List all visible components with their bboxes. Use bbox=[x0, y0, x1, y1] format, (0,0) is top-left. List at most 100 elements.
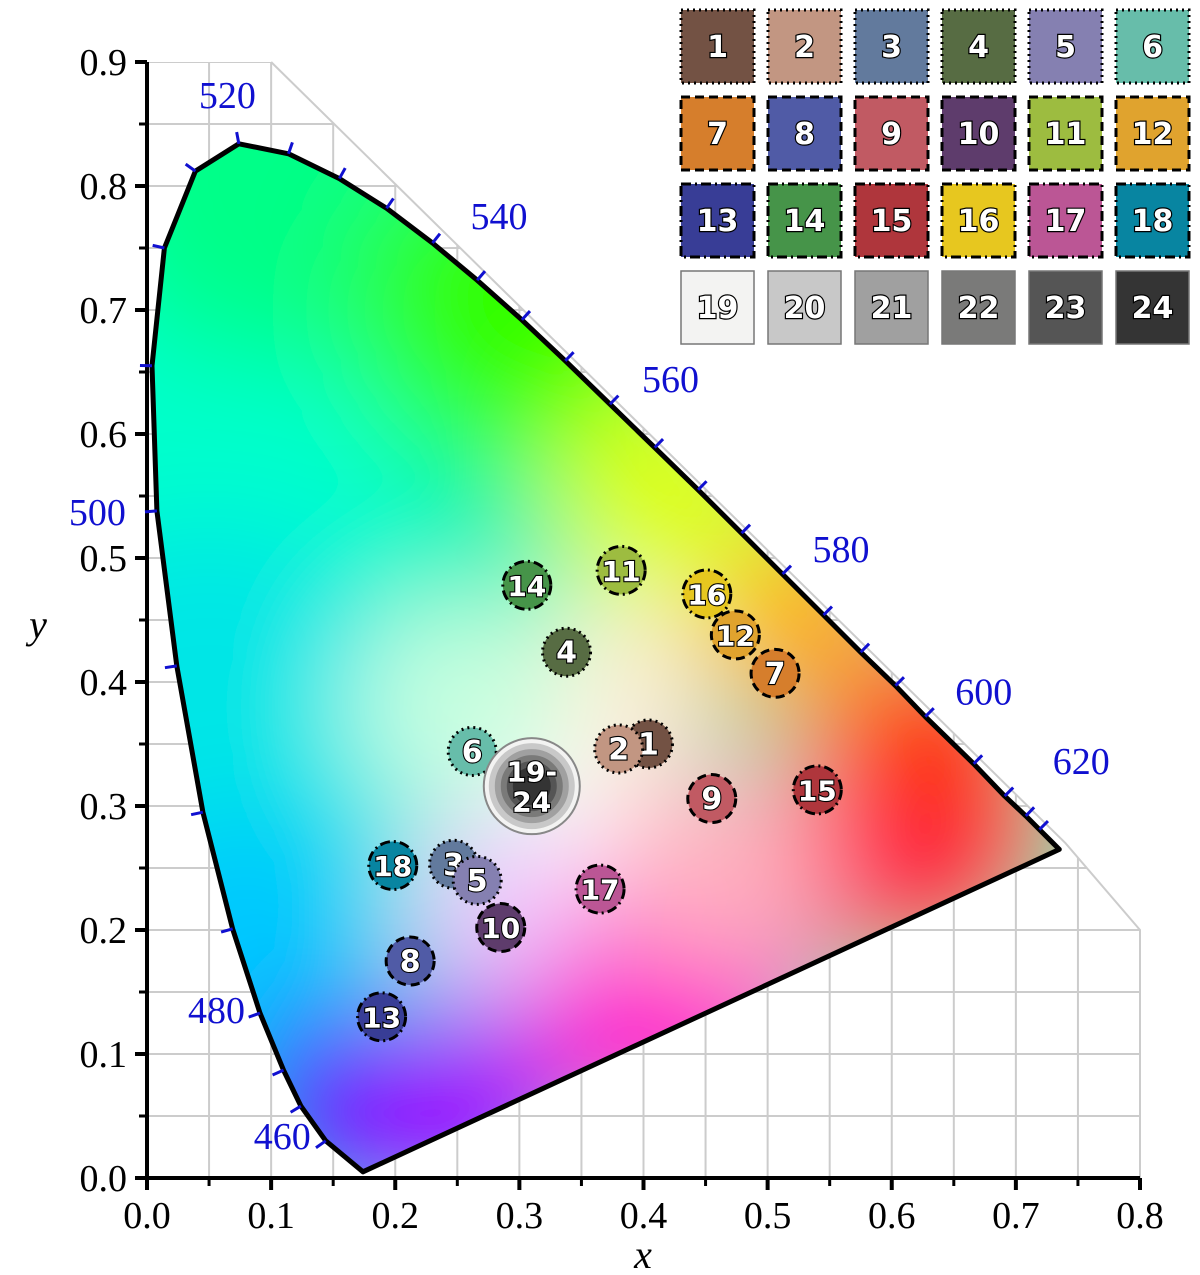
wavelength-tick bbox=[289, 1104, 302, 1114]
swatch: 24 bbox=[1115, 270, 1190, 345]
point-marker bbox=[367, 840, 419, 892]
data-point: 14 bbox=[501, 559, 553, 611]
swatch-label: 21 bbox=[871, 291, 913, 326]
data-point: 2 bbox=[593, 723, 645, 775]
swatch-label: 3 bbox=[881, 30, 902, 65]
data-point: 18 bbox=[367, 840, 419, 892]
swatch: 10 bbox=[940, 95, 1017, 172]
swatch-label: 1 bbox=[707, 30, 728, 65]
wavelength-tick bbox=[740, 523, 752, 535]
swatch: 21 bbox=[854, 270, 929, 345]
swatch: 2 bbox=[766, 8, 843, 85]
swatch-box bbox=[940, 8, 1017, 85]
wavelength-tick bbox=[894, 676, 906, 687]
point-marker bbox=[475, 902, 527, 954]
x-tick-label: 0.7 bbox=[992, 1195, 1040, 1237]
point-label: 16 bbox=[687, 578, 726, 611]
swatch-label: 23 bbox=[1045, 291, 1087, 326]
swatch-box bbox=[1028, 270, 1103, 345]
swatch-label: 2 bbox=[794, 30, 815, 65]
swatch: 5 bbox=[1027, 8, 1104, 85]
swatch: 17 bbox=[1027, 182, 1104, 259]
swatch: 18 bbox=[1114, 182, 1191, 259]
point-label: 12 bbox=[716, 619, 755, 652]
swatch-box bbox=[680, 270, 755, 345]
x-tick-label: 0.1 bbox=[247, 1195, 295, 1237]
point-marker bbox=[446, 725, 498, 777]
wavelength-label: 480 bbox=[188, 990, 245, 1032]
swatch-label: 6 bbox=[1142, 30, 1163, 65]
point-marker bbox=[709, 609, 761, 661]
x-axis-title: x bbox=[633, 1232, 652, 1275]
axes: 0.0 0.1 0.2 0.3 0.4 0.5 0.6 0.7 0.8 0.0 0.1 0.2 0.3 0… bbox=[25, 42, 1164, 1275]
swatch-label: 7 bbox=[707, 117, 728, 152]
swatch: 12 bbox=[1114, 95, 1191, 172]
swatch: 14 bbox=[766, 182, 843, 259]
point-marker bbox=[541, 626, 593, 678]
point-label: 9 bbox=[701, 782, 722, 817]
point-label: 2 bbox=[608, 732, 629, 767]
wavelength-tick bbox=[653, 437, 665, 449]
grid-outline bbox=[270, 61, 1141, 1178]
swatch-label: 4 bbox=[968, 30, 989, 65]
point-marker bbox=[451, 854, 503, 906]
point-label: 5 bbox=[467, 864, 488, 899]
x-tick-label: 0.3 bbox=[496, 1195, 544, 1237]
wavelength-tick bbox=[564, 351, 575, 362]
y-tick-label: 0.1 bbox=[80, 1034, 128, 1076]
y-tick-label: 0.9 bbox=[80, 42, 128, 84]
swatch-box bbox=[1114, 95, 1191, 172]
wavelength-tick bbox=[781, 564, 793, 576]
swatch-label: 20 bbox=[784, 291, 826, 326]
swatch-box bbox=[679, 95, 756, 172]
swatch: 3 bbox=[853, 8, 930, 85]
spectral-locus bbox=[149, 141, 1062, 1175]
swatch-box bbox=[1114, 8, 1191, 85]
data-point: 16 bbox=[681, 568, 733, 620]
wavelength-tick bbox=[220, 927, 234, 934]
wavelength-label: 460 bbox=[254, 1116, 311, 1158]
data-point: 12 bbox=[709, 609, 761, 661]
point-marker bbox=[595, 544, 647, 596]
swatch-label: 24 bbox=[1132, 291, 1174, 326]
wavelength-tick bbox=[271, 1068, 285, 1077]
swatch-box bbox=[766, 95, 843, 172]
swatch-label: 14 bbox=[784, 204, 826, 239]
swatch: 11 bbox=[1027, 95, 1104, 172]
wavelength-label: 520 bbox=[199, 75, 256, 117]
data-point: 11 bbox=[595, 544, 647, 596]
data-point: 5 bbox=[451, 854, 503, 906]
point-label: 19- bbox=[506, 756, 557, 789]
x-tick-label: 0.0 bbox=[123, 1195, 171, 1237]
swatch: 22 bbox=[941, 270, 1016, 345]
y-tick-label: 0.6 bbox=[80, 414, 128, 456]
data-point: 7 bbox=[749, 647, 801, 699]
wavelength-tick bbox=[1024, 806, 1036, 817]
wavelength-tick bbox=[924, 707, 935, 718]
swatch-box bbox=[940, 182, 1017, 259]
swatch-label: 15 bbox=[871, 204, 913, 239]
y-tick-label: 0.2 bbox=[80, 910, 128, 952]
wavelength-tick bbox=[822, 605, 834, 617]
wavelength-tick bbox=[190, 810, 204, 817]
data-point: 6 bbox=[446, 725, 498, 777]
point-label: 13 bbox=[362, 1001, 401, 1034]
swatch-box bbox=[853, 95, 930, 172]
point-label: 11 bbox=[602, 555, 641, 588]
x-tick-label: 0.8 bbox=[1116, 1195, 1164, 1237]
swatch-box bbox=[1027, 182, 1104, 259]
wavelength-tick bbox=[431, 232, 442, 244]
swatch: 20 bbox=[767, 270, 842, 345]
point-marker bbox=[501, 559, 553, 611]
swatch-label: 9 bbox=[881, 117, 902, 152]
swatch-label: 18 bbox=[1132, 204, 1174, 239]
wavelength-label: 540 bbox=[470, 196, 527, 238]
wavelength-tick bbox=[164, 664, 178, 670]
point-label: 15 bbox=[798, 774, 837, 807]
swatch-box bbox=[853, 182, 930, 259]
wavelength-label: 620 bbox=[1053, 741, 1110, 783]
wavelength-tick bbox=[859, 642, 871, 654]
